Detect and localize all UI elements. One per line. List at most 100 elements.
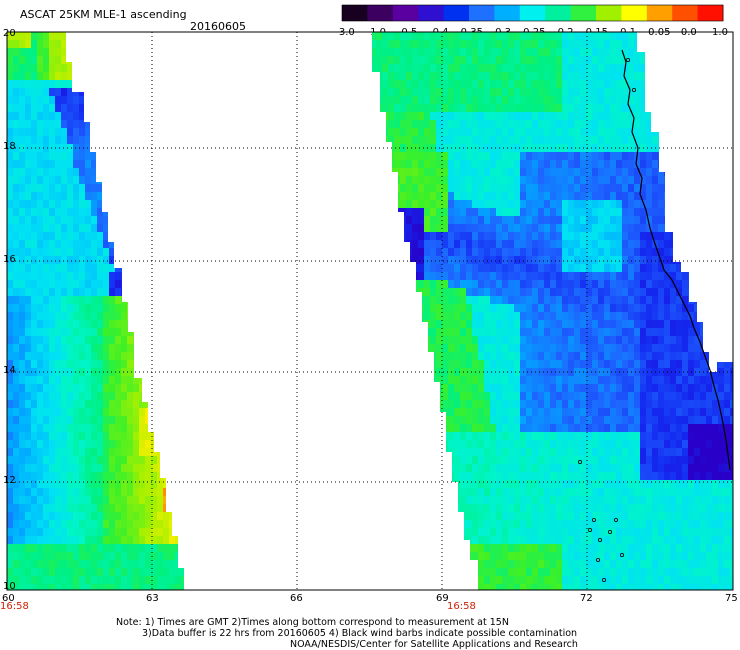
- wind-cell: [418, 88, 425, 97]
- wind-cell: [718, 272, 725, 281]
- wind-cell: [157, 576, 164, 585]
- wind-cell: [670, 376, 677, 385]
- wind-cell: [13, 160, 20, 169]
- wind-cell: [520, 40, 527, 49]
- wind-cell: [79, 72, 86, 81]
- wind-cell: [688, 312, 695, 321]
- wind-cell: [127, 480, 134, 489]
- wind-cell: [628, 296, 635, 305]
- wind-cell: [85, 160, 92, 169]
- wind-cell: [490, 104, 497, 113]
- wind-cell: [73, 336, 80, 345]
- wind-cell: [568, 344, 575, 353]
- wind-cell: [127, 128, 134, 137]
- wind-cell: [484, 120, 491, 129]
- wind-cell: [97, 176, 104, 185]
- wind-cell: [466, 224, 473, 233]
- wind-cell: [37, 528, 44, 537]
- wind-cell: [490, 368, 497, 377]
- wind-cell: [676, 104, 683, 113]
- wind-cell: [718, 240, 725, 249]
- wind-cell: [394, 328, 401, 337]
- wind-cell: [121, 64, 128, 73]
- wind-cell: [187, 568, 193, 576]
- wind-cell: [187, 416, 193, 424]
- wind-cell: [382, 64, 389, 73]
- wind-cell: [49, 88, 56, 97]
- wind-cell: [640, 224, 647, 233]
- wind-cell: [526, 240, 533, 249]
- wind-cell: [394, 80, 401, 89]
- wind-cell: [448, 80, 455, 89]
- wind-cell: [163, 208, 170, 217]
- wind-cell: [13, 360, 20, 369]
- wind-cell: [115, 272, 122, 281]
- wind-cell: [562, 136, 569, 145]
- wind-cell: [496, 224, 503, 233]
- wind-cell: [514, 256, 521, 265]
- wind-cell: [109, 72, 116, 81]
- wind-cell: [133, 176, 140, 185]
- wind-cell: [61, 560, 68, 569]
- wind-cell: [187, 400, 193, 408]
- wind-cell: [436, 216, 443, 225]
- wind-cell: [442, 152, 449, 161]
- wind-cell: [520, 264, 527, 273]
- wind-cell: [688, 72, 695, 81]
- wind-cell: [169, 296, 176, 305]
- wind-cell: [181, 336, 184, 345]
- wind-cell: [628, 336, 635, 345]
- wind-cell: [31, 80, 38, 89]
- wind-cell: [544, 192, 551, 201]
- wind-cell: [502, 152, 509, 161]
- wind-cell: [376, 392, 383, 401]
- wind-cell: [103, 264, 110, 273]
- wind-cell: [706, 160, 713, 169]
- wind-cell: [37, 112, 44, 121]
- wind-cell: [187, 224, 193, 232]
- wind-cell: [706, 296, 713, 305]
- wind-cell: [598, 128, 605, 137]
- wind-cell: [400, 80, 407, 89]
- wind-cell: [133, 128, 140, 137]
- wind-cell: [634, 376, 641, 385]
- wind-cell: [568, 200, 575, 209]
- wind-cell: [712, 168, 719, 177]
- wind-cell: [514, 104, 521, 113]
- wind-cell: [706, 200, 713, 209]
- wind-cell: [436, 280, 443, 289]
- wind-cell: [67, 272, 74, 281]
- wind-cell: [664, 320, 671, 329]
- wind-cell: [372, 328, 377, 337]
- wind-cell: [616, 384, 623, 393]
- wind-cell: [682, 288, 689, 297]
- wind-cell: [550, 304, 557, 313]
- wind-cell: [580, 96, 587, 105]
- wind-cell: [175, 296, 182, 305]
- wind-cell: [157, 416, 164, 425]
- wind-cell: [430, 352, 437, 361]
- wind-cell: [67, 48, 74, 57]
- wind-cell: [157, 304, 164, 313]
- wind-cell: [91, 32, 98, 41]
- wind-cell: [718, 64, 725, 73]
- wind-cell: [55, 320, 62, 329]
- wind-cell: [97, 56, 104, 65]
- wind-cell: [13, 456, 20, 465]
- wind-cell: [520, 184, 527, 193]
- wind-cell: [616, 112, 623, 121]
- wind-cell: [460, 320, 467, 329]
- wind-cell: [181, 568, 184, 577]
- wind-cell: [181, 288, 184, 297]
- wind-cell: [598, 136, 605, 145]
- wind-cell: [145, 488, 152, 497]
- wind-cell: [133, 288, 140, 297]
- wind-cell: [382, 152, 389, 161]
- wind-cell: [37, 256, 44, 265]
- wind-cell: [109, 368, 116, 377]
- wind-cell: [658, 192, 665, 201]
- wind-cell: [532, 392, 539, 401]
- wind-cell: [640, 344, 647, 353]
- wind-cell: [526, 192, 533, 201]
- wind-cell: [526, 328, 533, 337]
